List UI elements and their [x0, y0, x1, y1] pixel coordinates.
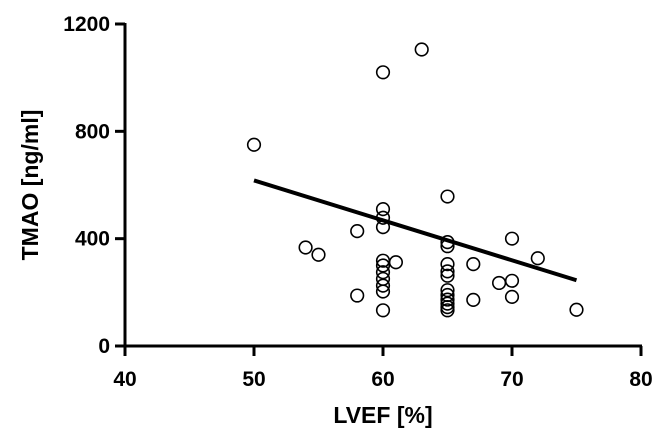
data-point-15: [375, 303, 391, 318]
data-point-26: [440, 292, 455, 307]
data-point-27: [440, 296, 455, 311]
data-point-23: [440, 268, 455, 283]
data-point-37: [569, 302, 584, 317]
x-tick-label-50: 50: [242, 368, 265, 391]
data-point-33: [504, 231, 520, 246]
y-axis-title: TMAO [ng/ml]: [17, 110, 43, 261]
data-point-16: [388, 255, 404, 270]
data-points: [246, 42, 584, 318]
data-point-1: [298, 240, 313, 255]
data-point-5: [375, 65, 391, 80]
data-point-36: [530, 251, 545, 266]
data-point-21: [440, 257, 455, 272]
data-point-32: [492, 275, 507, 291]
y-tick-label-0: 0: [98, 335, 110, 358]
data-point-18: [440, 189, 455, 204]
data-point-22: [440, 264, 455, 279]
y-tick-label-800: 800: [75, 120, 110, 143]
x-tick-label-70: 70: [500, 368, 523, 391]
data-point-13: [375, 278, 391, 293]
data-point-0: [246, 137, 262, 152]
trendline: [253, 178, 578, 283]
data-point-2: [311, 247, 326, 262]
y-tick-label-400: 400: [75, 228, 110, 251]
data-point-11: [375, 265, 391, 280]
x-tick-label-40: 40: [113, 368, 136, 391]
trendline-group: [253, 178, 578, 283]
data-point-29: [440, 303, 455, 318]
tick-marks: [115, 22, 643, 356]
data-point-17: [414, 42, 429, 57]
data-point-6: [375, 202, 391, 217]
x-tick-label-80: 80: [629, 368, 652, 391]
x-axis-title: LVEF [%]: [333, 402, 432, 428]
y-tick-label-1200: 1200: [63, 13, 110, 36]
data-point-34: [504, 273, 520, 288]
x-tick-label-60: 60: [371, 368, 394, 391]
data-point-4: [350, 288, 365, 303]
data-point-31: [466, 292, 481, 307]
data-point-10: [375, 258, 391, 273]
data-point-35: [504, 289, 520, 304]
data-point-30: [466, 257, 481, 272]
data-point-24: [440, 283, 455, 298]
data-point-3: [350, 224, 365, 239]
data-point-14: [375, 284, 391, 299]
